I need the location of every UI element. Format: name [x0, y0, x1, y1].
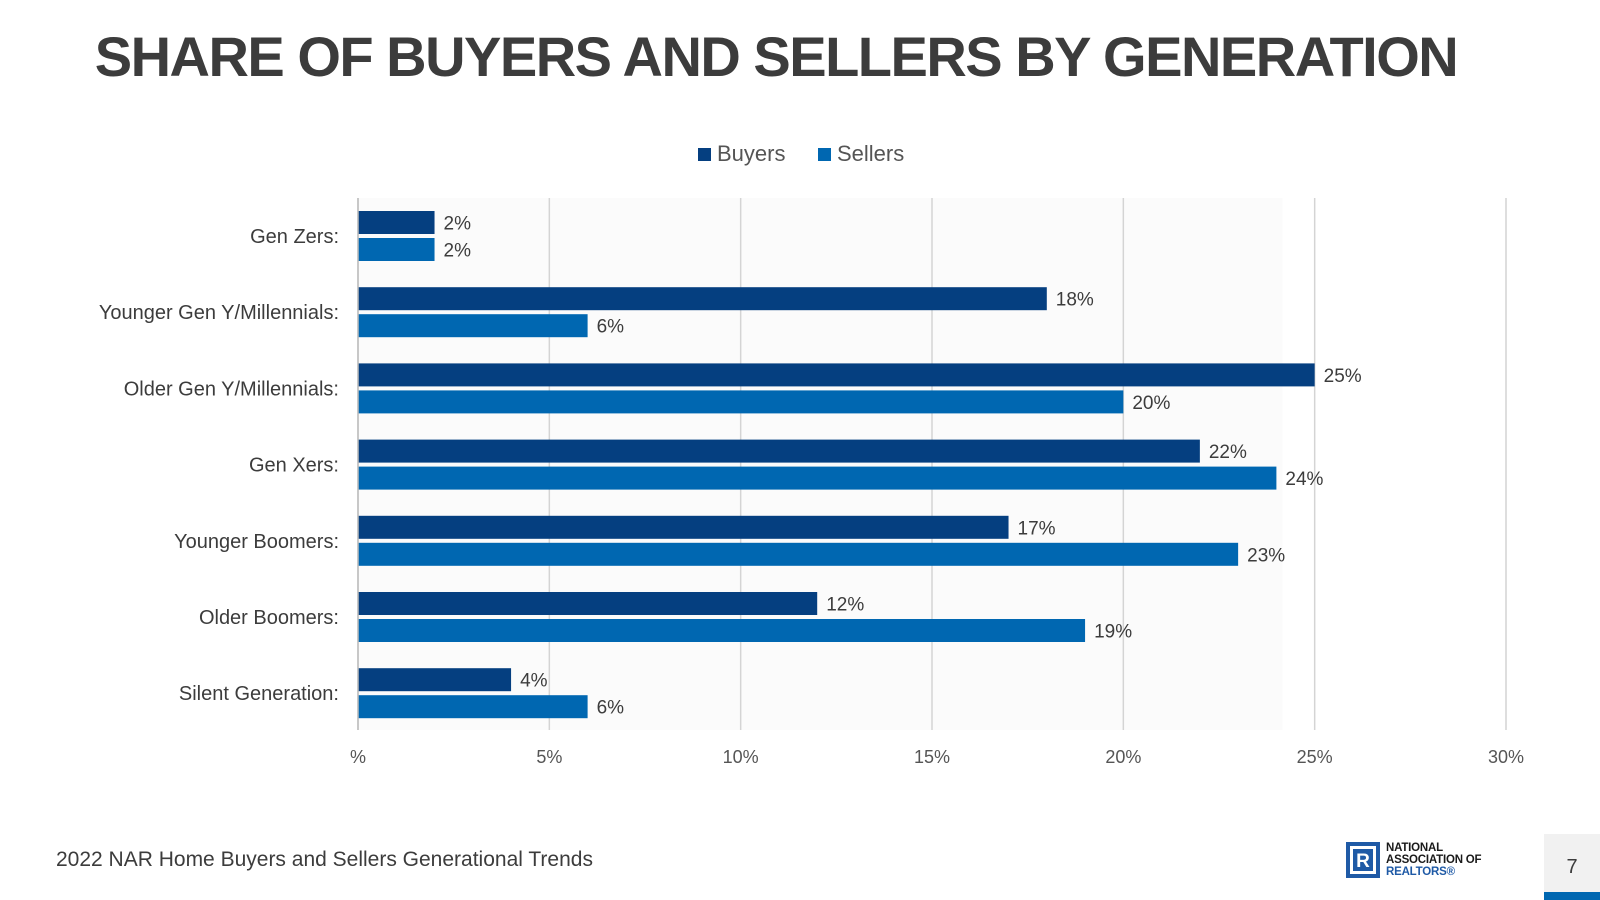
bar-buyers [358, 211, 435, 234]
bar-sellers [358, 314, 588, 338]
legend-label-sellers: Sellers [837, 141, 904, 166]
data-label-sellers: 23% [1247, 545, 1285, 566]
bar-sellers [358, 390, 1124, 414]
logo-mark-letter: R [1356, 851, 1370, 872]
data-label-buyers: 22% [1209, 442, 1247, 463]
data-label-buyers: 17% [1018, 518, 1056, 539]
legend-swatch-buyers [698, 148, 711, 161]
data-label-sellers: 6% [597, 317, 625, 338]
data-label-buyers: 25% [1324, 366, 1362, 387]
x-tick-label: 5% [536, 747, 562, 767]
category-label: Gen Zers: [250, 226, 339, 248]
page-accent-bar [1544, 892, 1600, 900]
bar-sellers [358, 238, 435, 261]
logo-line-3: REALTORS® [1386, 866, 1455, 878]
bar-buyers [358, 287, 1047, 311]
nar-logo: R NATIONAL ASSOCIATION OF REALTORS® [1346, 842, 1482, 878]
data-label-sellers: 6% [597, 698, 625, 719]
logo-text: NATIONAL ASSOCIATION OF REALTORS® [1386, 842, 1482, 878]
bar-sellers [358, 695, 588, 719]
x-tick-label: % [350, 747, 366, 767]
bar-chart: % 5% 10% 15% 20% 25% 30% Buyers Sellers Gen Zers:… [99, 141, 1524, 767]
data-label-buyers: 12% [826, 595, 864, 616]
bar-buyers [358, 363, 1315, 387]
x-tick-label: 20% [1105, 747, 1141, 767]
legend-label-buyers: Buyers [717, 141, 785, 166]
x-tick-label: 25% [1297, 747, 1333, 767]
data-label-sellers: 19% [1094, 622, 1132, 643]
category-label: Older Boomers: [199, 607, 339, 629]
logo-line-2: ASSOCIATION OF [1386, 854, 1482, 866]
bar-buyers [358, 515, 1009, 539]
bar-buyers [358, 668, 512, 692]
slide-title: SHARE OF BUYERS AND SELLERS BY GENERATIO… [94, 25, 1459, 88]
bar-sellers [358, 466, 1277, 490]
category-label: Younger Gen Y/Millennials: [99, 302, 339, 324]
category-label: Gen Xers: [249, 455, 339, 477]
bar-buyers [358, 592, 818, 615]
x-tick-label: 15% [914, 747, 950, 767]
bar-buyers [358, 439, 1200, 463]
data-label-buyers: 4% [520, 671, 548, 692]
realtor-r-icon: R [1346, 842, 1380, 878]
legend-swatch-sellers [818, 148, 831, 161]
data-label-sellers: 24% [1285, 469, 1323, 490]
data-label-buyers: 2% [444, 214, 472, 235]
bar-sellers [358, 542, 1239, 566]
footer-source: 2022 NAR Home Buyers and Sellers Generat… [56, 848, 593, 871]
data-label-buyers: 18% [1056, 290, 1094, 311]
category-label: Younger Boomers: [174, 531, 339, 553]
x-tick-label: 30% [1488, 747, 1524, 767]
data-label-sellers: 20% [1132, 393, 1170, 414]
page-number: 7 [1566, 856, 1578, 878]
plot-background [358, 198, 1283, 730]
category-label: Silent Generation: [179, 683, 339, 705]
logo-line-1: NATIONAL [1386, 842, 1443, 854]
x-tick-label: 10% [723, 747, 759, 767]
category-label: Older Gen Y/Millennials: [124, 378, 339, 400]
bar-sellers [358, 619, 1086, 642]
page-number-box: 7 [1544, 834, 1600, 900]
data-label-sellers: 2% [444, 241, 472, 262]
